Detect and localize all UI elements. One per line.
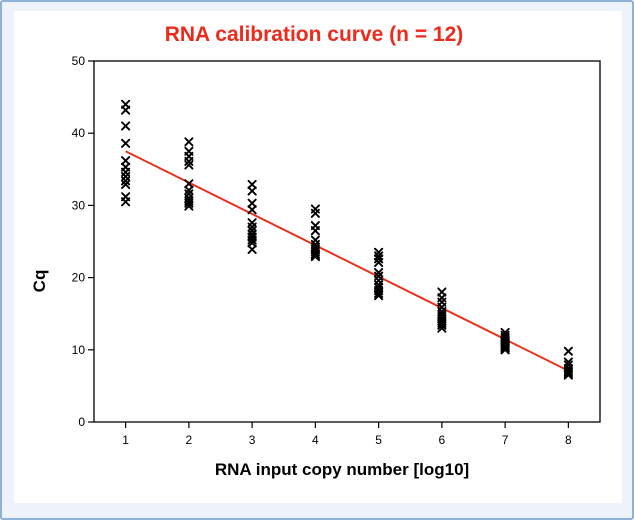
y-tick-label: 0 xyxy=(78,415,85,429)
x-tick-label: 3 xyxy=(249,433,256,447)
data-point xyxy=(374,257,384,267)
chart-title: RNA calibration curve (n = 12) xyxy=(165,23,464,46)
x-tick-label: 2 xyxy=(186,433,193,447)
data-point xyxy=(184,160,194,170)
data-point xyxy=(563,367,573,377)
data-point xyxy=(121,156,131,166)
data-point xyxy=(374,251,384,261)
data-point xyxy=(563,370,573,380)
y-tick-label: 30 xyxy=(72,198,86,212)
x-tick-label: 4 xyxy=(312,433,319,447)
y-tick-label: 20 xyxy=(72,271,86,285)
data-point xyxy=(310,250,320,260)
data-point xyxy=(310,226,320,236)
data-point xyxy=(184,201,194,211)
y-tick-label: 40 xyxy=(72,126,86,140)
data-point xyxy=(374,288,384,299)
data-point xyxy=(121,179,131,190)
data-point xyxy=(121,138,131,148)
x-tick-label: 5 xyxy=(375,433,382,447)
data-point xyxy=(247,235,257,245)
x-axis-label: RNA input copy number [log10] xyxy=(215,460,469,479)
data-point xyxy=(500,343,510,353)
data-points xyxy=(121,99,573,380)
data-point xyxy=(374,291,384,301)
scatter-chart: RNA calibration curve (n = 12) 010203040… xyxy=(30,23,601,479)
chart-panel: RNA calibration curve (n = 12) 0 10 20 30 40… xyxy=(14,11,622,503)
y-axis: 0 10 20 30 40 50 xyxy=(72,54,94,429)
x-tick-label: 1 xyxy=(122,433,129,447)
plot-area xyxy=(93,60,601,423)
data-point xyxy=(437,320,447,330)
data-point xyxy=(247,198,257,208)
data-point xyxy=(310,252,320,262)
data-point xyxy=(121,105,131,115)
data-point xyxy=(563,369,573,379)
y-axis-label: Cq xyxy=(30,270,49,293)
data-point xyxy=(310,249,320,259)
data-point xyxy=(247,186,257,196)
data-point xyxy=(310,208,320,218)
data-point xyxy=(247,179,257,190)
y-tick-label: 10 xyxy=(72,343,86,357)
data-point xyxy=(121,121,131,131)
x-tick-label: 8 xyxy=(565,433,572,447)
x-tick-label: 6 xyxy=(439,433,446,447)
data-point xyxy=(563,346,573,356)
data-point xyxy=(563,357,573,367)
data-point xyxy=(247,205,257,215)
regression-line xyxy=(125,150,569,372)
data-point xyxy=(500,345,510,355)
x-axis: 1 2 3 4 5 6 7 8 xyxy=(122,422,572,447)
y-tick-label: 50 xyxy=(72,54,86,68)
data-point xyxy=(184,179,194,189)
data-point xyxy=(247,244,257,254)
x-tick-label: 7 xyxy=(502,433,509,447)
data-point xyxy=(437,323,447,333)
data-point xyxy=(121,197,131,207)
data-point xyxy=(184,198,194,208)
data-point xyxy=(247,238,257,248)
data-point xyxy=(184,137,194,147)
